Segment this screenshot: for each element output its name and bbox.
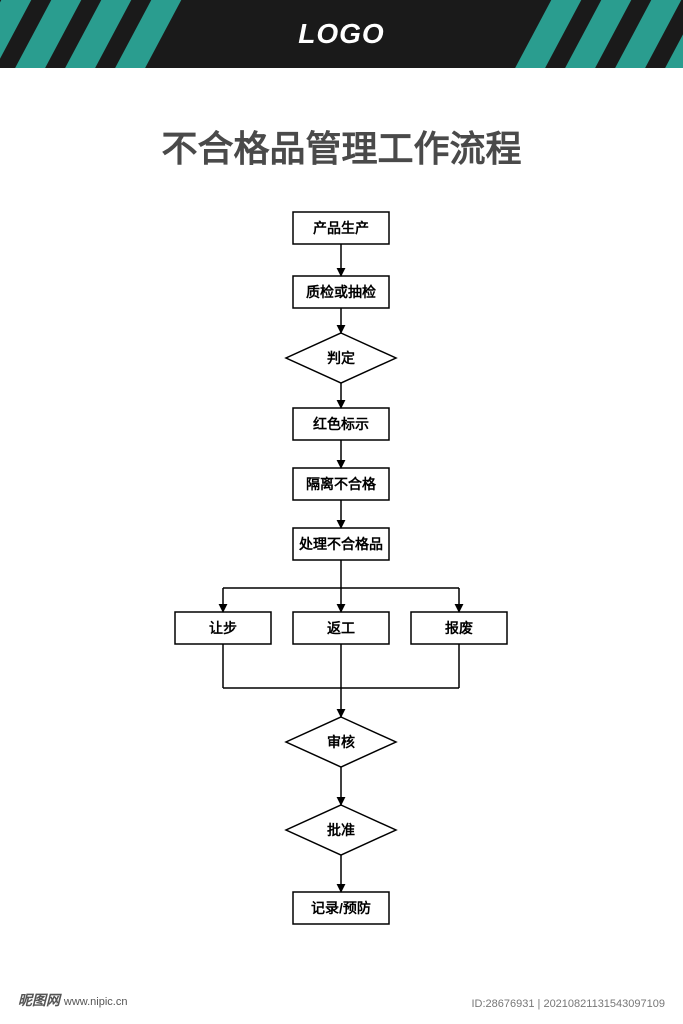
svg-text:隔离不合格: 隔离不合格: [306, 476, 377, 492]
watermark-right: ID:28676931 | 20210821131543097109: [471, 998, 665, 1010]
svg-text:处理不合格品: 处理不合格品: [298, 536, 383, 552]
svg-text:返工: 返工: [327, 620, 355, 636]
page: LOGO 不合格品管理工作流程 产品生产质检或抽检判定红色标示隔离不合格处理不合…: [0, 0, 683, 1024]
page-title: 不合格品管理工作流程: [0, 120, 683, 172]
svg-text:记录/预防: 记录/预防: [311, 900, 371, 916]
watermark-logo-text: 昵图网: [18, 992, 64, 1008]
svg-text:质检或抽检: 质检或抽检: [306, 284, 376, 300]
header-logo: LOGO: [0, 0, 683, 68]
svg-text:产品生产: 产品生产: [313, 220, 369, 236]
svg-text:批准: 批准: [327, 822, 355, 838]
svg-text:判定: 判定: [327, 350, 355, 366]
watermark-logo: 昵图网 www.nipic.cn: [18, 990, 127, 1010]
svg-text:让步: 让步: [209, 620, 237, 636]
svg-text:红色标示: 红色标示: [313, 416, 369, 432]
svg-text:审核: 审核: [327, 734, 355, 750]
svg-text:报废: 报废: [445, 620, 473, 636]
watermark-domain: www.nipic.cn: [64, 996, 128, 1008]
